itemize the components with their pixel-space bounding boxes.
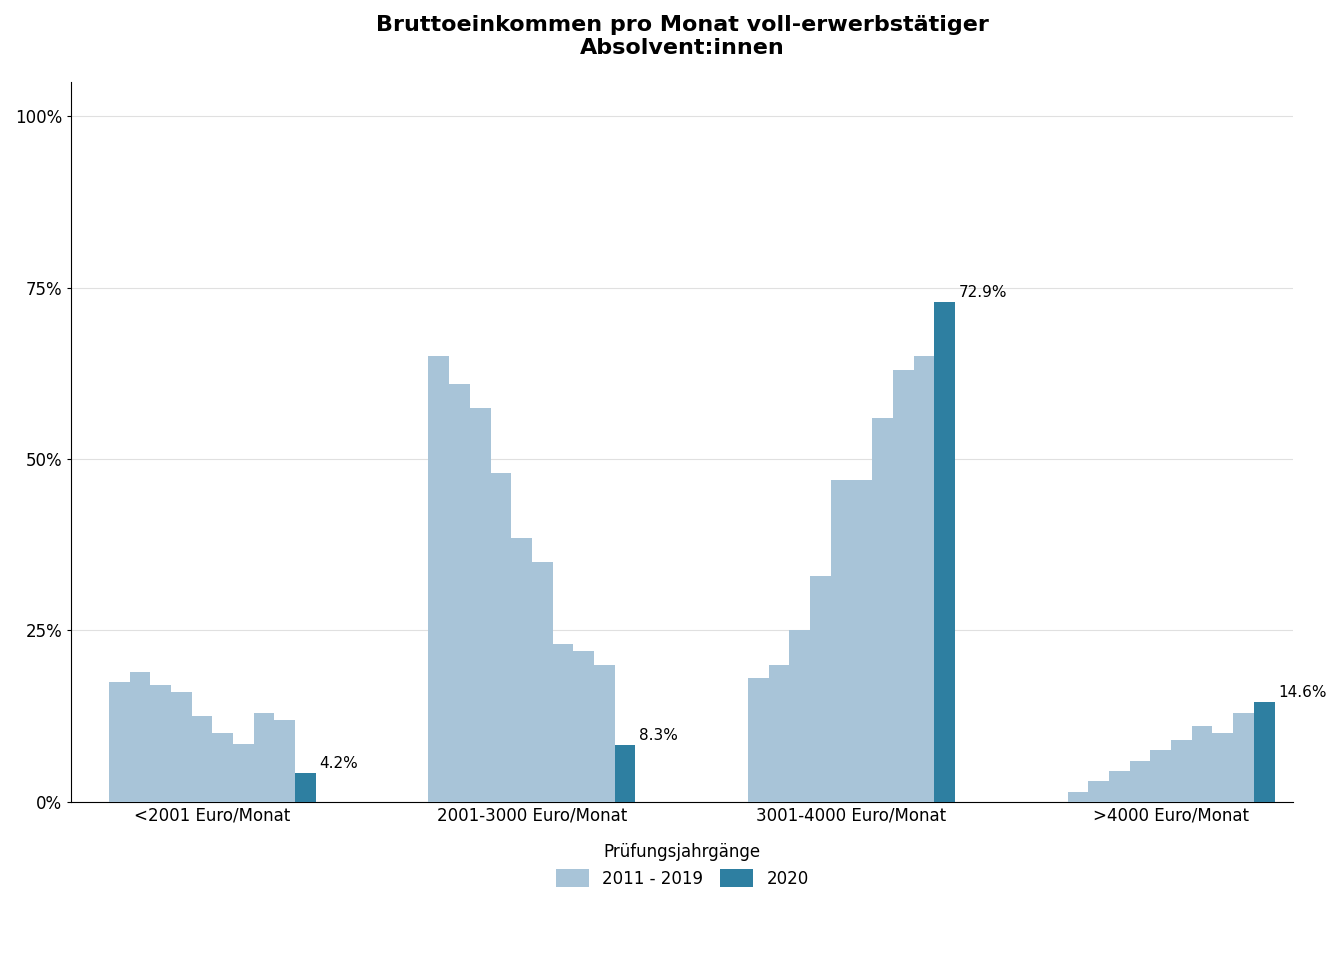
Bar	[594, 664, 614, 802]
Bar	[429, 356, 449, 802]
Bar	[574, 651, 594, 802]
Bar	[614, 745, 636, 802]
Bar	[552, 644, 574, 802]
Bar	[934, 302, 954, 802]
Bar	[109, 682, 129, 802]
Text: 14.6%: 14.6%	[1278, 684, 1327, 700]
Bar	[151, 685, 171, 802]
Text: 72.9%: 72.9%	[958, 285, 1007, 300]
Bar	[872, 418, 892, 802]
Text: 4.2%: 4.2%	[320, 756, 359, 771]
Bar	[449, 384, 470, 802]
Bar	[1130, 760, 1150, 802]
Bar	[769, 664, 789, 802]
Bar	[810, 576, 831, 802]
Bar	[1212, 733, 1234, 802]
Bar	[129, 672, 151, 802]
Text: 8.3%: 8.3%	[638, 728, 677, 743]
Bar	[852, 480, 872, 802]
Bar	[1254, 702, 1274, 802]
Bar	[1150, 751, 1171, 802]
Bar	[233, 744, 254, 802]
Bar	[1067, 792, 1089, 802]
Title: Bruttoeinkommen pro Monat voll-erwerbstätiger
Absolvent:innen: Bruttoeinkommen pro Monat voll-erwerbstä…	[376, 15, 989, 59]
Bar	[1109, 771, 1130, 802]
Bar	[470, 408, 491, 802]
Legend: 2011 - 2019, 2020: 2011 - 2019, 2020	[548, 836, 816, 895]
Bar	[294, 773, 316, 802]
Bar	[274, 720, 294, 802]
Bar	[1192, 727, 1212, 802]
Bar	[491, 472, 511, 802]
Bar	[749, 679, 769, 802]
Bar	[532, 562, 552, 802]
Bar	[1171, 740, 1192, 802]
Bar	[914, 356, 934, 802]
Bar	[1089, 781, 1109, 802]
Bar	[192, 716, 212, 802]
Bar	[171, 692, 192, 802]
Bar	[254, 712, 274, 802]
Bar	[511, 538, 532, 802]
Bar	[831, 480, 852, 802]
Bar	[892, 370, 914, 802]
Bar	[212, 733, 233, 802]
Bar	[1234, 712, 1254, 802]
Bar	[789, 631, 810, 802]
